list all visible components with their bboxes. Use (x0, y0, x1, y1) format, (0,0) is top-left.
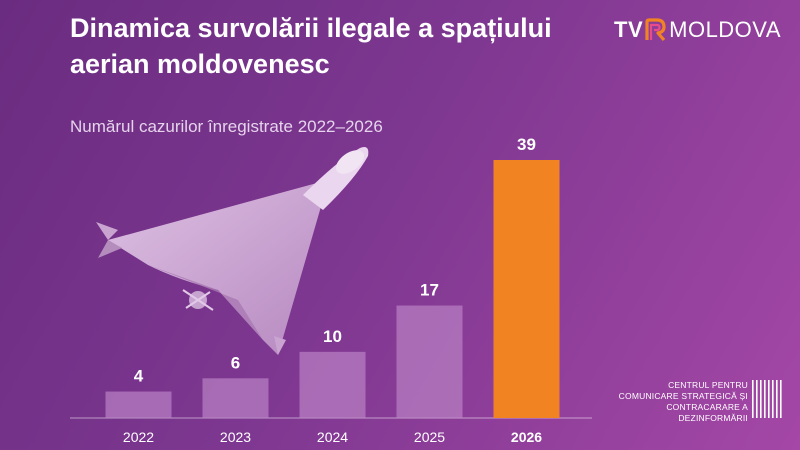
bar-2024 (299, 351, 366, 418)
tick-label-2022: 2022 (123, 429, 154, 445)
footer-line-3: CONTRACARARE A DEZINFORMĂRII (666, 402, 748, 423)
value-label-2024: 10 (323, 327, 342, 346)
value-label-2025: 17 (420, 281, 439, 300)
footer-line-2: COMUNICARE STRATEGICĂ ȘI (618, 391, 748, 401)
page-title: Dinamica survolării ilegale a spațiului … (70, 13, 552, 79)
tick-label-2025: 2025 (414, 429, 445, 445)
drone-illustration (96, 147, 369, 355)
tick-label-2023: 2023 (220, 429, 251, 445)
value-label-2026: 39 (517, 135, 536, 154)
bar-2026 (493, 160, 560, 418)
bar-2022 (105, 391, 172, 418)
footer-organization: CENTRUL PENTRU COMUNICARE STRATEGICĂ ȘI … (616, 380, 748, 424)
footer-line-1: CENTRUL PENTRU (668, 380, 748, 390)
tvr-moldova-logo: TV MOLDOVA (614, 14, 781, 46)
bar-2023 (202, 378, 269, 418)
value-label-2023: 6 (231, 353, 240, 372)
value-label-2022: 4 (134, 367, 144, 386)
bar-2025 (396, 305, 463, 418)
tvr-r-mark-icon (645, 18, 667, 42)
logo-tv-text: TV (614, 17, 644, 42)
logo-moldova-text: MOLDOVA (669, 17, 782, 42)
chart-subtitle: Numărul cazurilor înregistrate 2022–2026 (70, 117, 383, 136)
tick-label-2026: 2026 (511, 429, 542, 445)
organization-stripes-icon (752, 380, 782, 418)
tick-label-2024: 2024 (317, 429, 348, 445)
